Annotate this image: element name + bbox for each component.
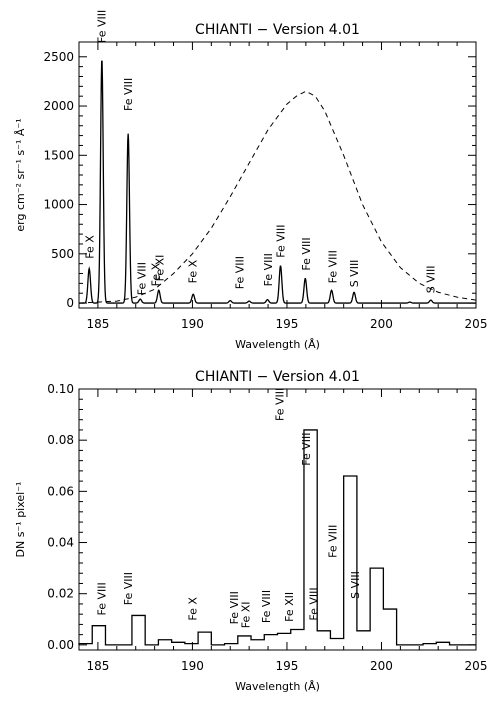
line-label: Fe X bbox=[83, 235, 96, 259]
line-label: Fe VIII bbox=[273, 388, 286, 421]
x-axis: 185 190 195 200 205 bbox=[78, 42, 488, 331]
y-axis-label: erg cm⁻² sr⁻¹ s⁻¹ Å⁻¹ bbox=[14, 118, 27, 231]
line-label: Fe VIII bbox=[262, 253, 275, 286]
y-tick-label: 0.08 bbox=[47, 433, 74, 447]
y-tick-label: 0.10 bbox=[47, 382, 74, 396]
line-label: Fe VIII bbox=[122, 78, 135, 111]
x-tick-label: 200 bbox=[370, 659, 393, 673]
plot-area bbox=[78, 429, 476, 646]
line-label: Fe VIII bbox=[96, 10, 109, 43]
y-tick-label: 0.04 bbox=[47, 536, 74, 550]
line-label: S VIII bbox=[425, 265, 438, 293]
x-axis: 185 190 195 200 205 bbox=[78, 389, 488, 673]
x-axis-label: Wavelength (Å) bbox=[235, 338, 320, 351]
line-label: Fe VIII bbox=[307, 587, 320, 620]
line-label: Fe VIII bbox=[274, 225, 287, 258]
plot-frame bbox=[78, 388, 477, 651]
y-tick-label: 0.06 bbox=[47, 484, 74, 498]
x-tick-label: 185 bbox=[86, 659, 109, 673]
line-label: S VIII bbox=[349, 571, 362, 599]
x-axis-label: Wavelength (Å) bbox=[235, 680, 320, 693]
panel-intensity-spectrum: CHIANTI − Version 4.01 185 190 195 200 205 0… bbox=[14, 10, 487, 351]
line-label: Fe VIII bbox=[228, 591, 241, 624]
y-tick-label: 0.00 bbox=[47, 638, 74, 652]
x-tick-label: 195 bbox=[275, 659, 298, 673]
panel-count-rate-histogram: CHIANTI − Version 4.01 185 190 195 200 205 0… bbox=[14, 369, 487, 693]
x-tick-label: 205 bbox=[465, 659, 488, 673]
line-label: S VIII bbox=[348, 260, 361, 288]
line-label: Fe XII bbox=[283, 592, 296, 622]
line-label: Fe VIII bbox=[96, 582, 109, 615]
y-axis-label: DN s⁻¹ pixel⁻¹ bbox=[14, 482, 27, 558]
x-tick-label: 200 bbox=[370, 317, 393, 331]
x-tick-label: 195 bbox=[275, 317, 298, 331]
y-tick-label: 1000 bbox=[43, 198, 74, 212]
line-label: Fe VIII bbox=[300, 433, 313, 466]
y-tick-label: 500 bbox=[51, 247, 74, 261]
line-label: Fe VIII bbox=[326, 525, 339, 558]
x-tick-label: 190 bbox=[181, 659, 204, 673]
line-label: Fe VIII bbox=[300, 237, 313, 270]
x-tick-label: 185 bbox=[86, 317, 109, 331]
line-label: Fe VIII bbox=[122, 572, 135, 605]
line-label: Fe VIII bbox=[234, 256, 247, 289]
y-axis: 0 500 1000 1500 2000 2500 bbox=[43, 50, 476, 310]
response-curve-dashed bbox=[78, 90, 477, 304]
line-label: Fe VIII bbox=[135, 262, 148, 295]
x-tick-label: 190 bbox=[181, 317, 204, 331]
y-tick-label: 2500 bbox=[43, 50, 74, 64]
line-label: Fe XI bbox=[239, 601, 252, 628]
chart-title: CHIANTI − Version 4.01 bbox=[195, 369, 360, 385]
y-tick-label: 0.02 bbox=[47, 587, 74, 601]
plot-area bbox=[78, 58, 477, 304]
line-label: Fe XI bbox=[153, 255, 166, 282]
y-tick-label: 2000 bbox=[43, 99, 74, 113]
x-tick-label: 205 bbox=[465, 317, 488, 331]
y-axis: 0.00 0.02 0.04 0.06 0.08 0.10 bbox=[47, 382, 476, 652]
line-label: Fe X bbox=[150, 262, 163, 286]
y-tick-label: 0 bbox=[66, 296, 74, 310]
y-tick-label: 1500 bbox=[43, 148, 74, 162]
line-label: Fe VIII bbox=[260, 590, 273, 623]
line-label: Fe VIII bbox=[326, 250, 339, 283]
histogram-line bbox=[78, 429, 476, 646]
line-label: Fe X bbox=[186, 259, 199, 283]
chart-title: CHIANTI − Version 4.01 bbox=[195, 22, 360, 38]
line-label: Fe X bbox=[186, 597, 199, 621]
